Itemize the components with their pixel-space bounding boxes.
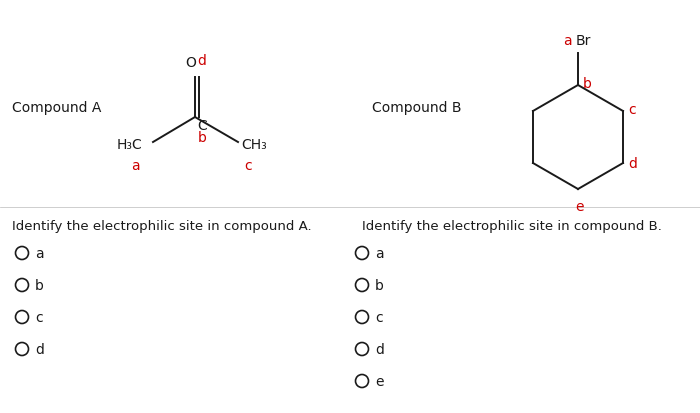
Text: CH₃: CH₃: [241, 138, 267, 152]
Text: a: a: [564, 34, 572, 48]
Text: e: e: [375, 374, 384, 388]
Text: c: c: [244, 159, 252, 173]
Text: Compound B: Compound B: [372, 101, 461, 115]
Text: c: c: [628, 103, 636, 117]
Text: d: d: [197, 54, 206, 68]
Text: C: C: [197, 119, 206, 133]
Text: H₃C: H₃C: [117, 138, 143, 152]
Text: c: c: [35, 310, 43, 324]
Text: a: a: [375, 247, 384, 260]
Text: Identify the electrophilic site in compound B.: Identify the electrophilic site in compo…: [362, 219, 662, 233]
Text: d: d: [628, 157, 637, 171]
Text: b: b: [583, 77, 592, 91]
Text: O: O: [185, 56, 196, 70]
Text: d: d: [35, 342, 44, 356]
Text: Br: Br: [576, 34, 592, 48]
Text: Identify the electrophilic site in compound A.: Identify the electrophilic site in compo…: [12, 219, 311, 233]
Text: b: b: [35, 278, 44, 292]
Text: c: c: [375, 310, 383, 324]
Text: Compound A: Compound A: [12, 101, 102, 115]
Text: b: b: [375, 278, 384, 292]
Text: d: d: [375, 342, 384, 356]
Text: a: a: [35, 247, 43, 260]
Text: e: e: [575, 199, 584, 214]
Text: a: a: [131, 159, 139, 173]
Text: b: b: [198, 131, 207, 145]
